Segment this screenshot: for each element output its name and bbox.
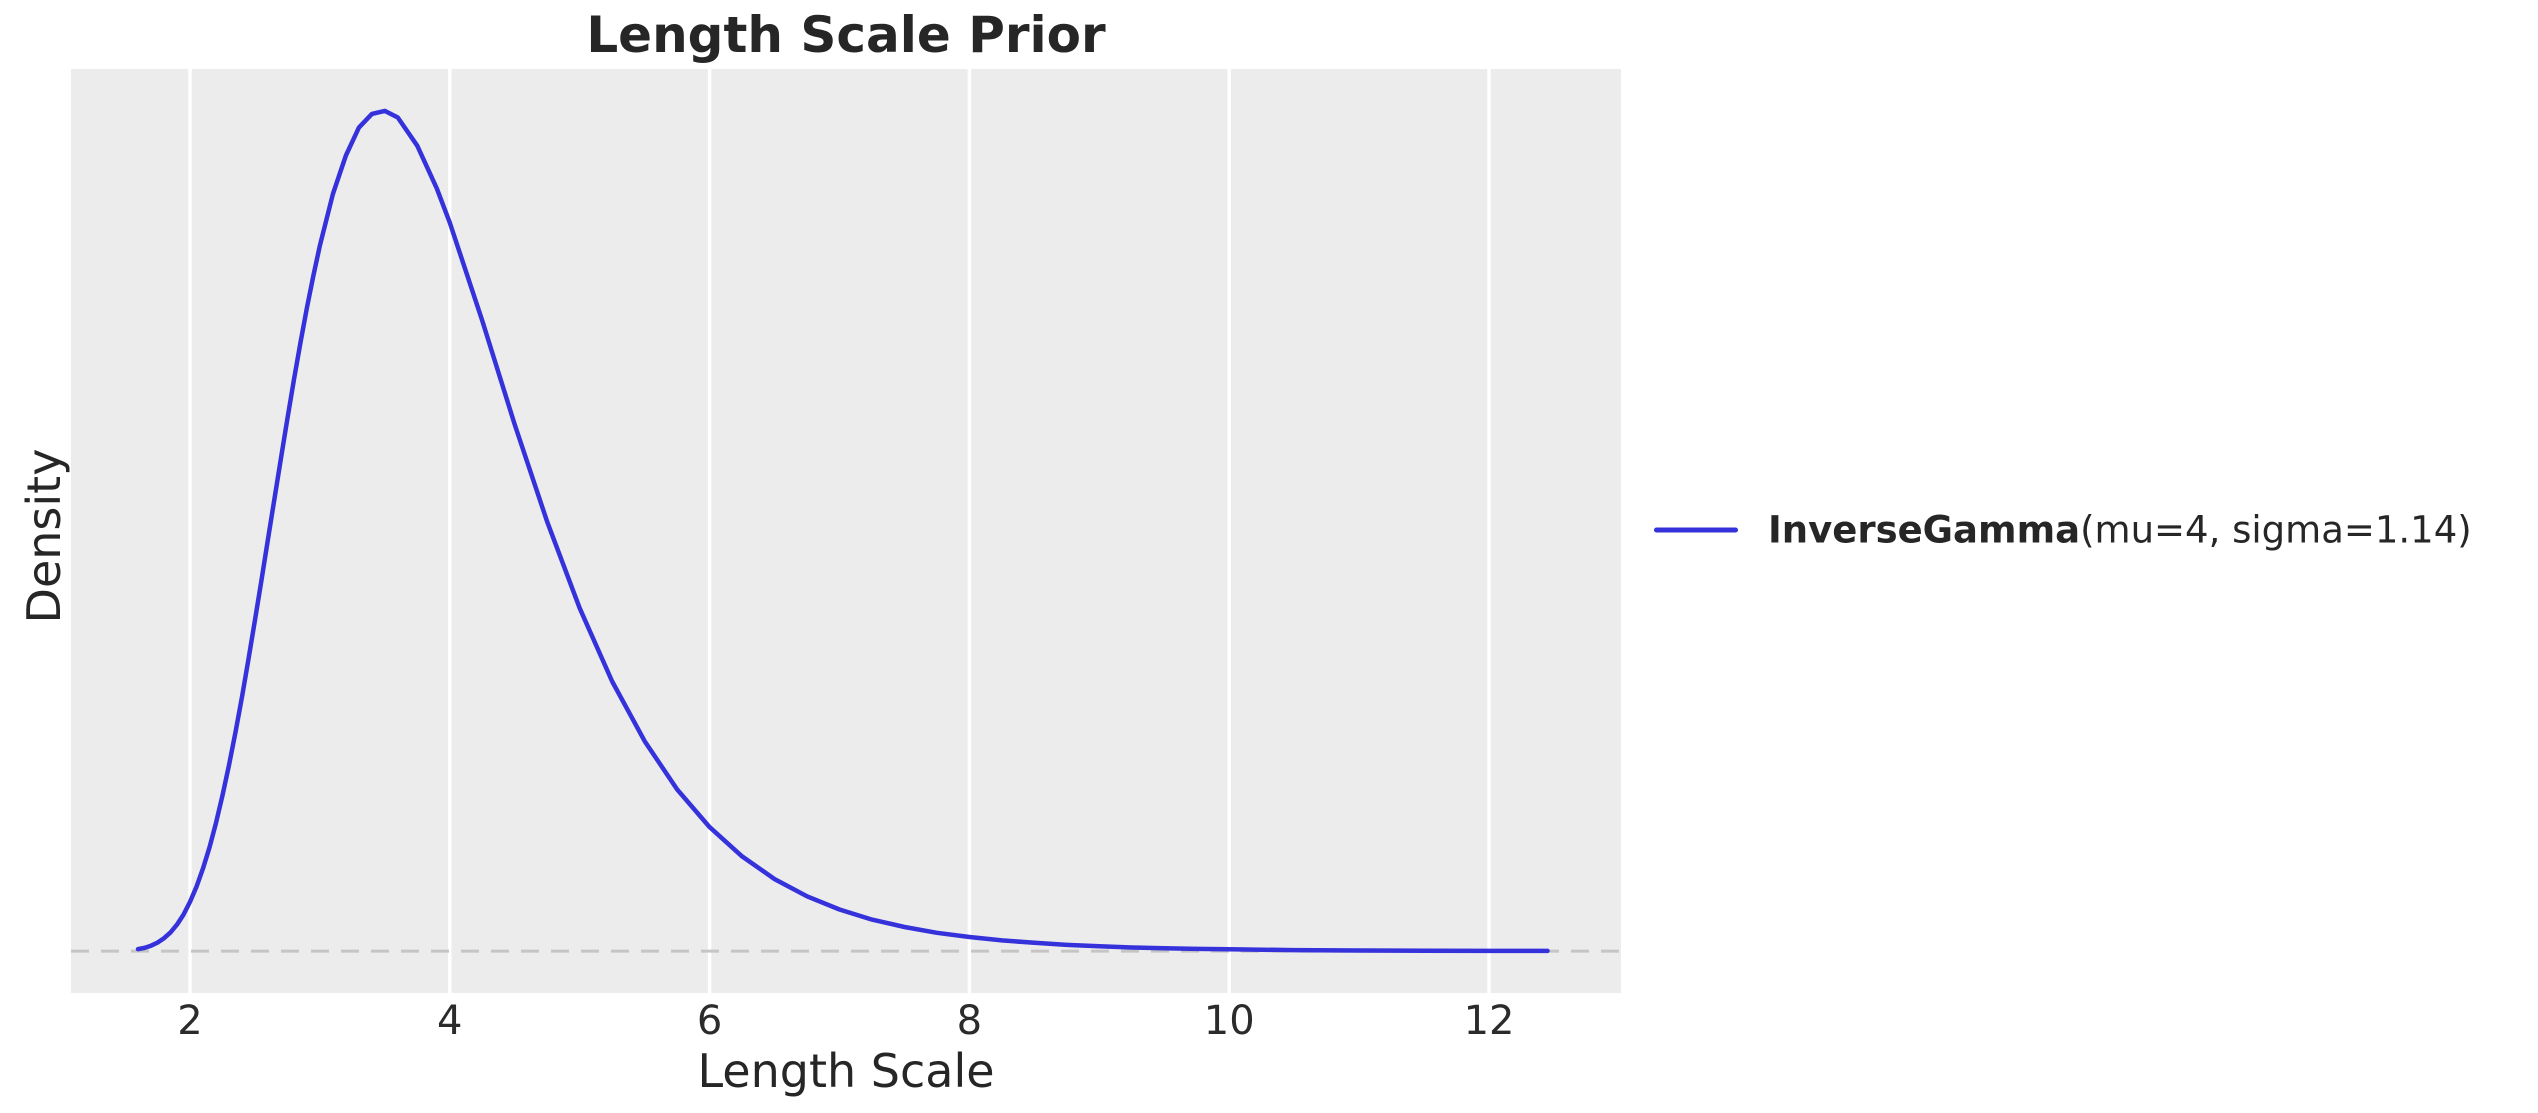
chart-title: Length Scale Prior (586, 6, 1106, 64)
legend-line-swatch (1654, 527, 1738, 533)
x-axis-label: Length Scale (697, 1044, 995, 1098)
plot-background (71, 69, 1621, 993)
x-tick-label-10: 10 (1203, 998, 1255, 1044)
legend: InverseGamma(mu=4, sigma=1.14) (1654, 509, 2472, 552)
x-tick-label-6: 6 (696, 998, 723, 1044)
y-axis-label: Density (17, 448, 71, 624)
legend-distribution-name: InverseGamma (1768, 508, 2081, 552)
density-curve (135, 108, 1550, 954)
legend-entry-label: InverseGamma(mu=4, sigma=1.14) (1768, 509, 2472, 552)
legend-distribution-params: (mu=4, sigma=1.14) (2080, 508, 2472, 552)
x-tick-label-2: 2 (177, 998, 203, 1044)
x-tick-label-8: 8 (956, 998, 983, 1044)
x-tick-label-4: 4 (437, 998, 463, 1044)
x-tick-label-12: 12 (1463, 998, 1515, 1044)
